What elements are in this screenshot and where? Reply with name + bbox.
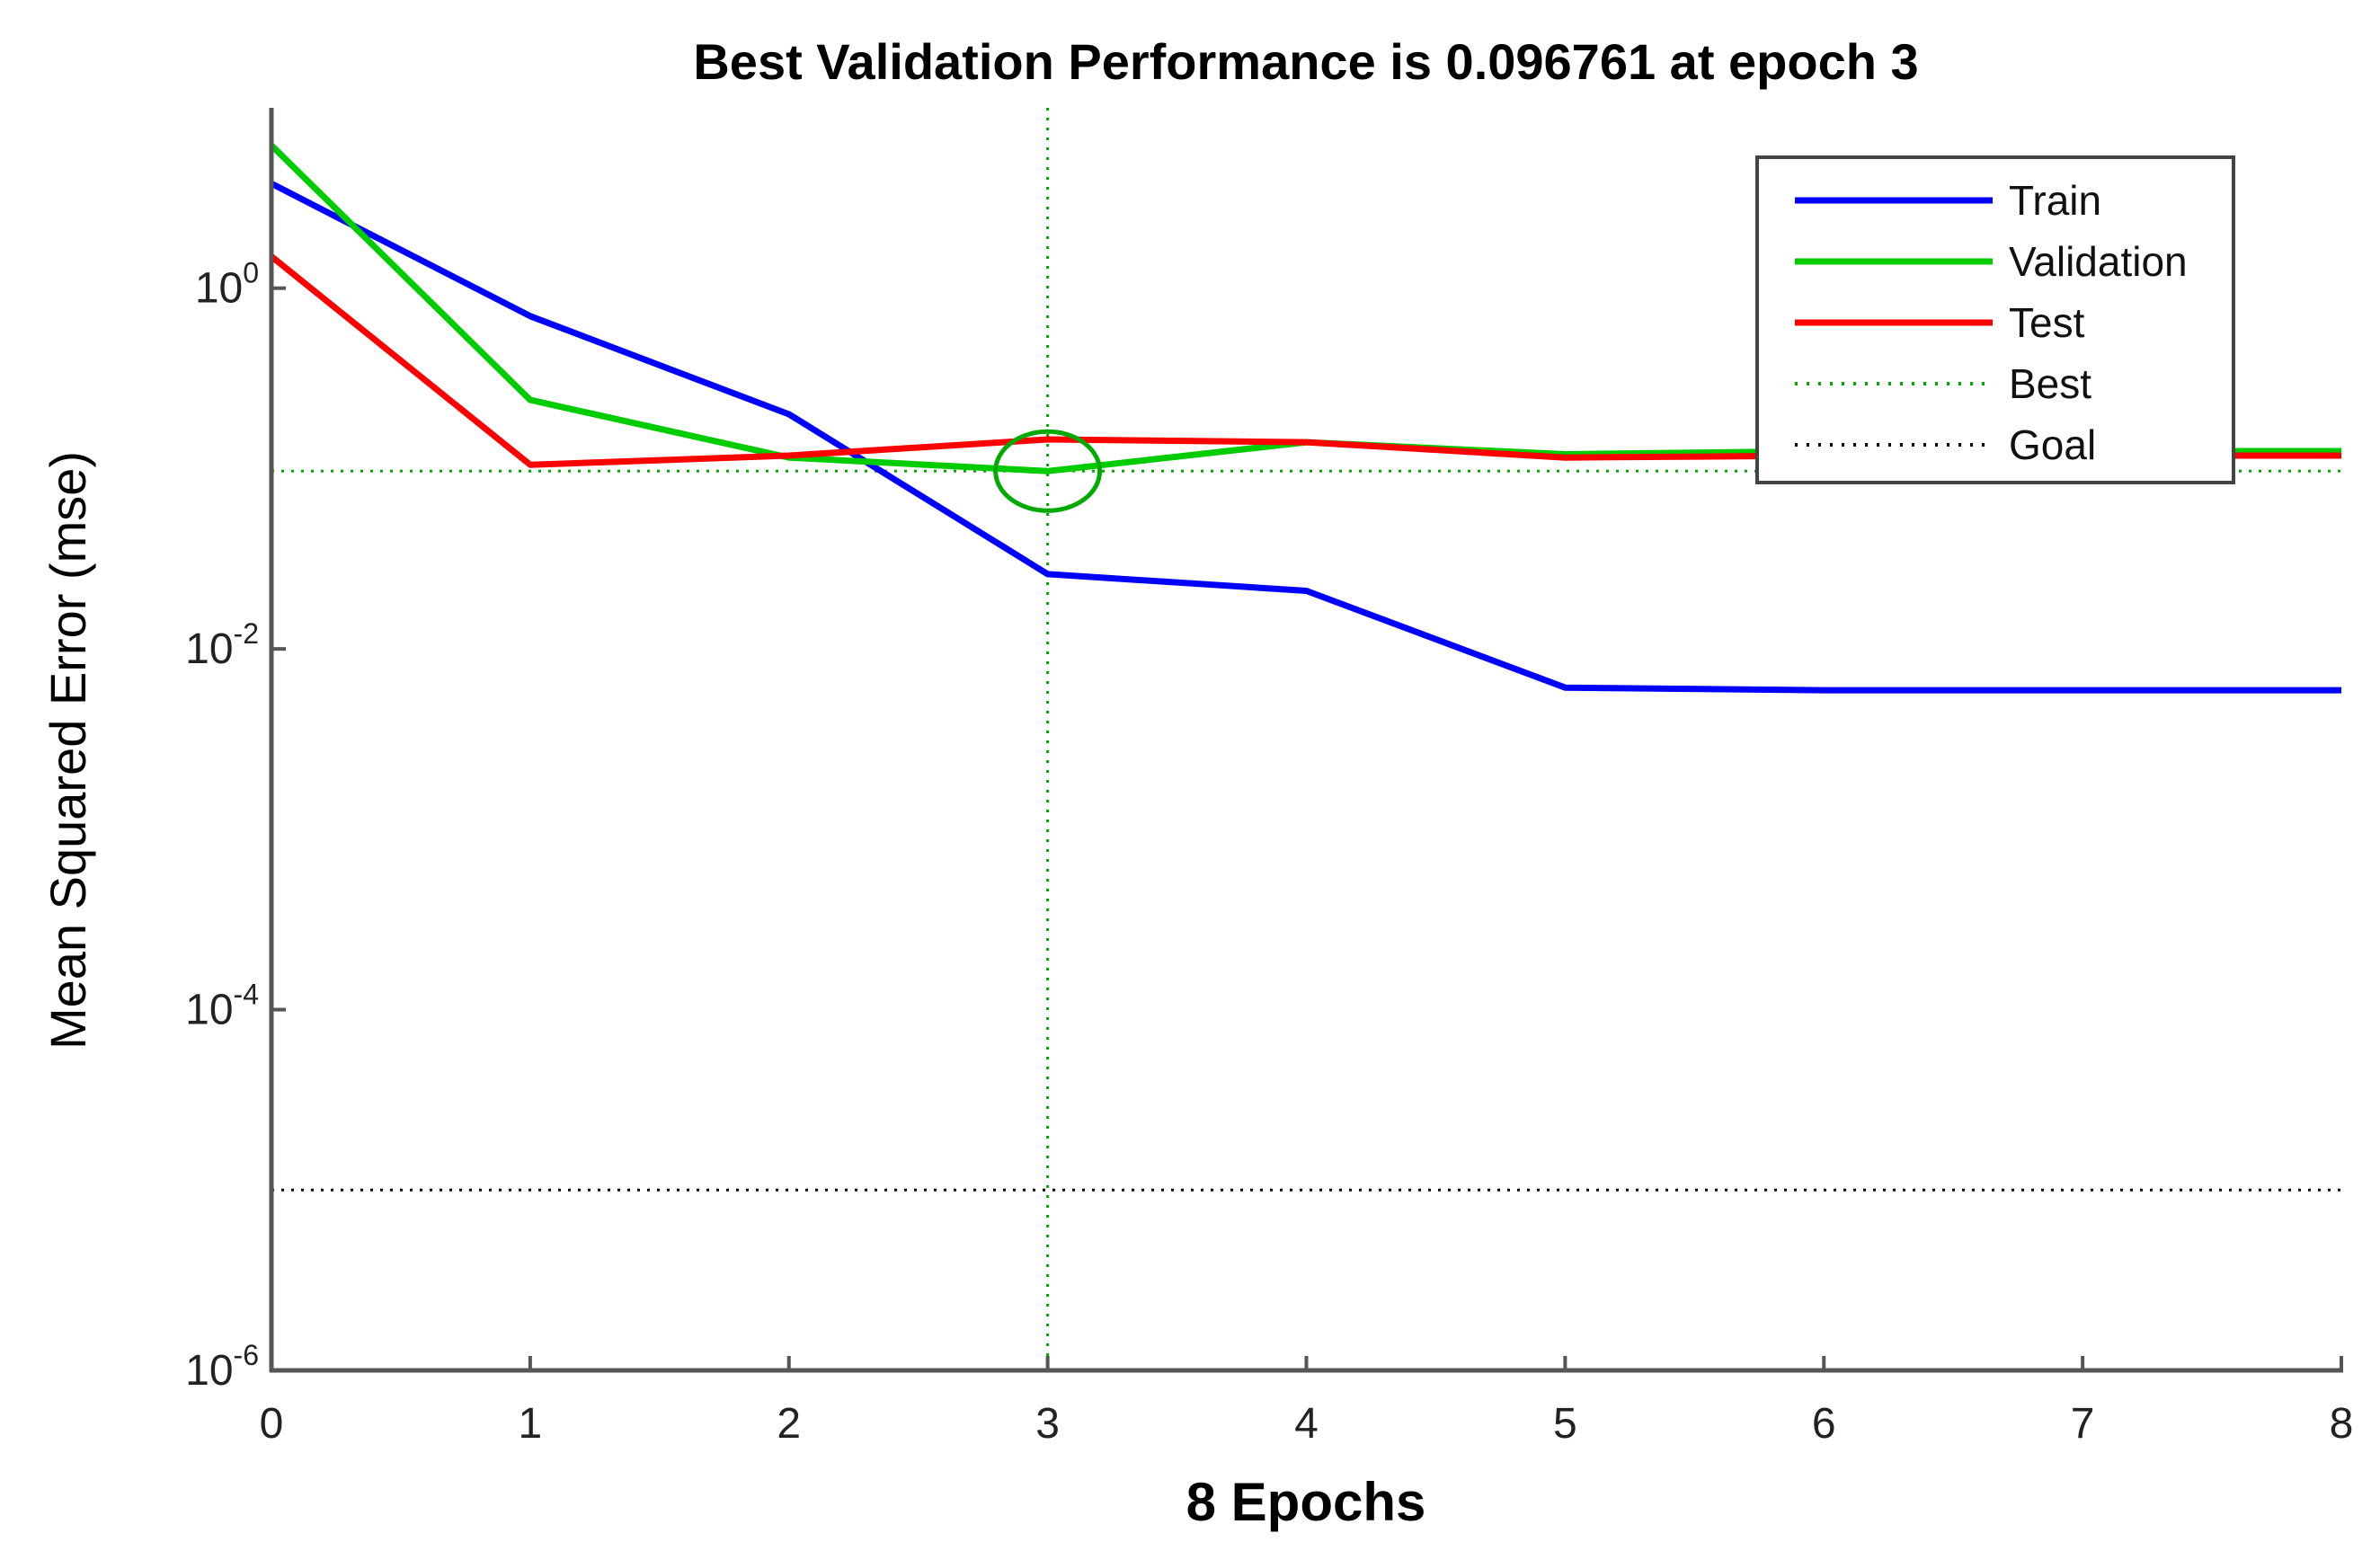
y-tick-label: 10-2 — [185, 617, 259, 673]
legend-label-train: Train — [2009, 177, 2101, 224]
x-axis-label: 8 Epochs — [1186, 1472, 1426, 1532]
best-point-marker — [993, 429, 1103, 513]
legend: Train Validation Test Best Goal — [1755, 155, 2235, 484]
x-tick-label: 0 — [260, 1400, 284, 1448]
x-tick-label: 5 — [1553, 1400, 1577, 1448]
y-axis-label: Mean Squared Error (mse) — [40, 451, 96, 1050]
legend-label-validation: Validation — [2009, 238, 2188, 285]
x-tick-label: 6 — [1812, 1400, 1836, 1448]
x-tick-label: 4 — [1294, 1400, 1319, 1448]
legend-label-goal: Goal — [2009, 421, 2096, 468]
x-tick-label: 8 — [2330, 1400, 2354, 1448]
x-tick-label: 2 — [777, 1400, 801, 1448]
series-line-train — [270, 181, 2341, 694]
y-tick-label: 10-4 — [185, 979, 259, 1034]
x-tick-label: 3 — [1035, 1400, 1060, 1448]
chart-title: Best Validation Performance is 0.096761 … — [693, 33, 1918, 90]
y-tick-label: 10-6 — [185, 1339, 259, 1395]
legend-label-best: Best — [2009, 360, 2091, 407]
y-tick-label: 100 — [195, 257, 259, 313]
x-tick-label: 7 — [2071, 1400, 2095, 1448]
legend-label-test: Test — [2009, 299, 2085, 346]
x-tick-label: 1 — [519, 1400, 543, 1448]
